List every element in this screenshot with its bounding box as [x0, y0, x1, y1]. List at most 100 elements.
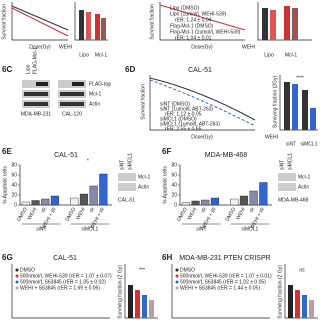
legend-entry: DMSO [20, 267, 35, 273]
legend-entry: WEHI + S63845 (rER = 1.44 ± 0.05) [180, 285, 260, 291]
condition-label: IR [40, 206, 48, 214]
legend-entry: 500nmol/L WEHI-539 (rER = 1.07 ± 0.07) [20, 273, 112, 279]
bar [128, 285, 133, 318]
y-tick-label: 60 [171, 172, 177, 178]
bar [302, 295, 307, 318]
x-label: Dose(Gy) [29, 44, 51, 50]
y-tick-label: 20 [171, 192, 177, 198]
panel-title: CAL-51 [188, 67, 212, 74]
blot [118, 173, 136, 181]
legend-entry: Flag-Mcl-1 (DMSO) [170, 23, 214, 29]
panel-label: 6G [2, 253, 13, 262]
y-tick-label: 0 [174, 202, 177, 208]
condition-label: WEHI [235, 207, 247, 221]
significance: ns [299, 267, 305, 273]
bar [21, 201, 30, 206]
panel-label: 6H [162, 253, 172, 262]
legend-marker [15, 268, 19, 272]
group-label: siNT [286, 141, 296, 147]
bar [149, 300, 154, 318]
y-tick-label: 0 [14, 202, 17, 208]
bar [89, 185, 98, 206]
bar-panels: 6E CAL-51% Apoptotic cells020406080DMSOWE… [2, 147, 310, 232]
bar [41, 198, 50, 206]
y2-label: Surviving fraction (2 Gy) [117, 265, 123, 319]
y-tick-label: 60 [11, 172, 17, 178]
panel-top-right: Survival fraction Lipo (DMSO) Lipo (1umo… [149, 2, 312, 58]
blot [278, 183, 296, 191]
condition-label: DMSO [16, 207, 29, 223]
group-label: Lipo [79, 52, 89, 58]
panel-title: CAL-51 [54, 152, 78, 159]
group-label: siNT [36, 226, 46, 232]
stat: rER: 1.04 ± 0.01 [175, 35, 212, 41]
legend-marker [15, 274, 19, 278]
legend-entry: 500nmol/L WEHI-539 (rER = 1.07 ± 0.01) [180, 273, 272, 279]
y-tick-label: 40 [11, 182, 17, 188]
condition-label: WEHI [187, 207, 199, 221]
y-tick-label: 80 [11, 162, 17, 168]
y-label: % Apoptotic cells [2, 166, 8, 204]
condition-label: DMSO [176, 207, 189, 223]
bar [135, 290, 140, 318]
legend-entry: DMSO [180, 267, 195, 273]
legend-marker [15, 280, 19, 284]
legend-entry: Flag-Mcl-1 (1umol/L WEHI-539) [170, 29, 241, 35]
y-label: Survival fraction [140, 84, 146, 120]
axis [179, 165, 272, 206]
significance: * [87, 158, 89, 164]
condition-label: WEHI [27, 207, 39, 221]
legend-entry: siMCL1 (1umol/L ABT-263) [160, 121, 220, 127]
significance: *** [139, 267, 145, 273]
bar [239, 195, 249, 206]
bar [99, 173, 108, 206]
y-label: % Apoptotic cells [162, 166, 168, 204]
bar [31, 200, 40, 206]
significance: **** [296, 75, 304, 81]
x-label: Dose(Gy) [191, 134, 213, 140]
condition-label: IR [89, 206, 97, 214]
band-label: Actin [138, 184, 149, 190]
band-label: FLAG-tag [89, 81, 111, 87]
y2-label: Surviving fraction (2 Gy) [277, 265, 283, 319]
legend-entry: Lipo (1umol/L WEHI-539) [170, 11, 227, 17]
cell-label: CAL-51 [118, 197, 135, 203]
condition-label: WEHI [75, 207, 87, 221]
y-label: Survival fraction [1, 4, 7, 40]
stat: rER: 1.12 ± 0.05 [165, 111, 202, 117]
panel-label: 6D [125, 65, 135, 74]
bar [288, 285, 293, 318]
legend-entry: WEHI + S63845 (rER = 1.69 ± 0.06) [20, 285, 100, 291]
y-label: Survival fraction [149, 4, 155, 40]
panel-title: MDA-MB-468 [205, 152, 248, 159]
lane-label: siMCL1 [287, 153, 293, 170]
band-label: Mcl-1 [298, 174, 310, 180]
panel-e: 6E CAL-51% Apoptotic cells020406080DMSOWE… [2, 147, 150, 232]
group-label: Mcl-1 [285, 52, 297, 58]
y-tick-label: 80 [171, 162, 177, 168]
condition-label: DMSO [224, 207, 237, 223]
legend-entry: 500nmol/L S63845 (rER = 1.05 ± 0.02) [20, 279, 106, 285]
panel-f: 6F MDA-MB-468 % Apoptotic cells 0 20 40 60 80 DM… [162, 147, 310, 232]
treat-label: WEHI [265, 134, 278, 140]
lane-label: siNT [279, 160, 285, 170]
cell-label: CAL-120 [62, 111, 82, 117]
legend-entry: siNT (DMSO) [160, 101, 190, 107]
legend-marker [175, 286, 179, 290]
lane-label: siMCL1 [127, 153, 133, 170]
treat-label: WEHI [59, 44, 72, 50]
panel-title: MDA-MB-231 PTEN CRISPR [179, 255, 270, 262]
legend-entry: siMCL1 (DMSO) [160, 116, 197, 122]
cell-label: MDA-MB-468 [278, 197, 309, 203]
group-label: siMCL1 [241, 226, 258, 232]
y-tick-label: 20 [11, 192, 17, 198]
lane-label: siNT [119, 160, 125, 170]
y2-label: Surviving fraction (2Gy) [272, 76, 278, 129]
bar [309, 300, 314, 318]
panel-label: 6F [162, 147, 171, 156]
bar [295, 290, 300, 318]
panel-title: CAL-51 [53, 255, 77, 262]
stat: rER: 2.55 ± 0.65 [165, 126, 202, 132]
legend-marker [175, 268, 179, 272]
